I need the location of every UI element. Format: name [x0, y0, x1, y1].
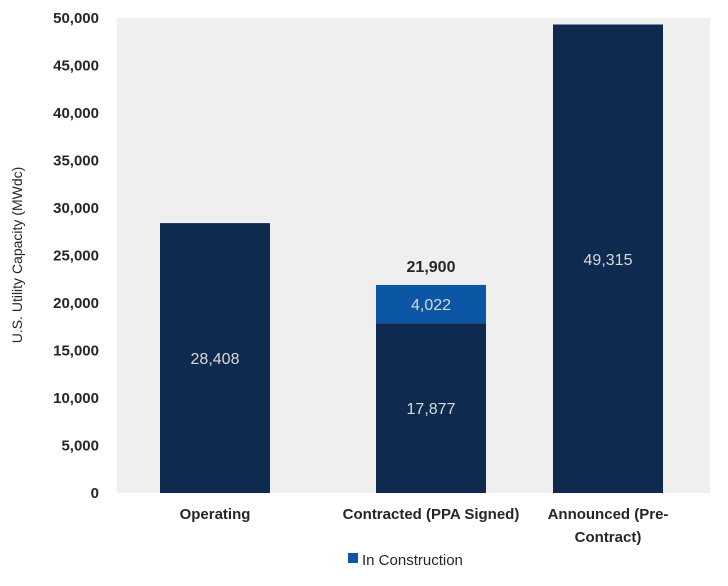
y-tick-label: 40,000 [53, 105, 99, 122]
bar-segment [376, 323, 486, 493]
x-category-label: Operating [180, 506, 251, 523]
bars [160, 24, 663, 493]
legend-label-in-construction: In Construction [362, 552, 463, 569]
bar-value-label: 49,315 [584, 252, 633, 269]
legend-swatch-in-construction [348, 553, 358, 563]
x-category-label: Contracted (PPA Signed) [343, 506, 520, 523]
y-tick-label: 45,000 [53, 58, 99, 75]
bar-value-label: 28,408 [191, 351, 240, 368]
x-category-label: Announced (Pre- [548, 506, 669, 523]
y-axis-ticks: 0 5,000 10,000 15,000 20,000 25,000 30,000 35,0… [53, 10, 99, 502]
y-axis-label: U.S. Utility Capacity (MWdc) [9, 167, 25, 344]
y-tick-label: 0 [91, 485, 99, 502]
data-labels: 28,408 17,877 4,022 21,900 49,315 [191, 252, 633, 418]
legend: In Construction [348, 552, 463, 569]
y-tick-label: 30,000 [53, 200, 99, 217]
y-tick-label: 35,000 [53, 153, 99, 170]
bar-total-label: 21,900 [407, 259, 456, 276]
y-tick-label: 10,000 [53, 390, 99, 407]
bar-value-label: 4,022 [411, 297, 451, 314]
x-category-label: Contract) [575, 529, 642, 546]
y-tick-label: 25,000 [53, 248, 99, 265]
y-tick-label: 15,000 [53, 343, 99, 360]
x-axis-categories: Operating Contracted (PPA Signed) Announce… [180, 506, 669, 546]
bar-segment [553, 24, 663, 493]
bar-segment [376, 284, 486, 324]
bar-segment [160, 223, 270, 493]
y-tick-label: 5,000 [61, 438, 99, 455]
bar-value-label: 17,877 [407, 401, 456, 418]
y-tick-label: 50,000 [53, 10, 99, 27]
y-tick-label: 20,000 [53, 295, 99, 312]
